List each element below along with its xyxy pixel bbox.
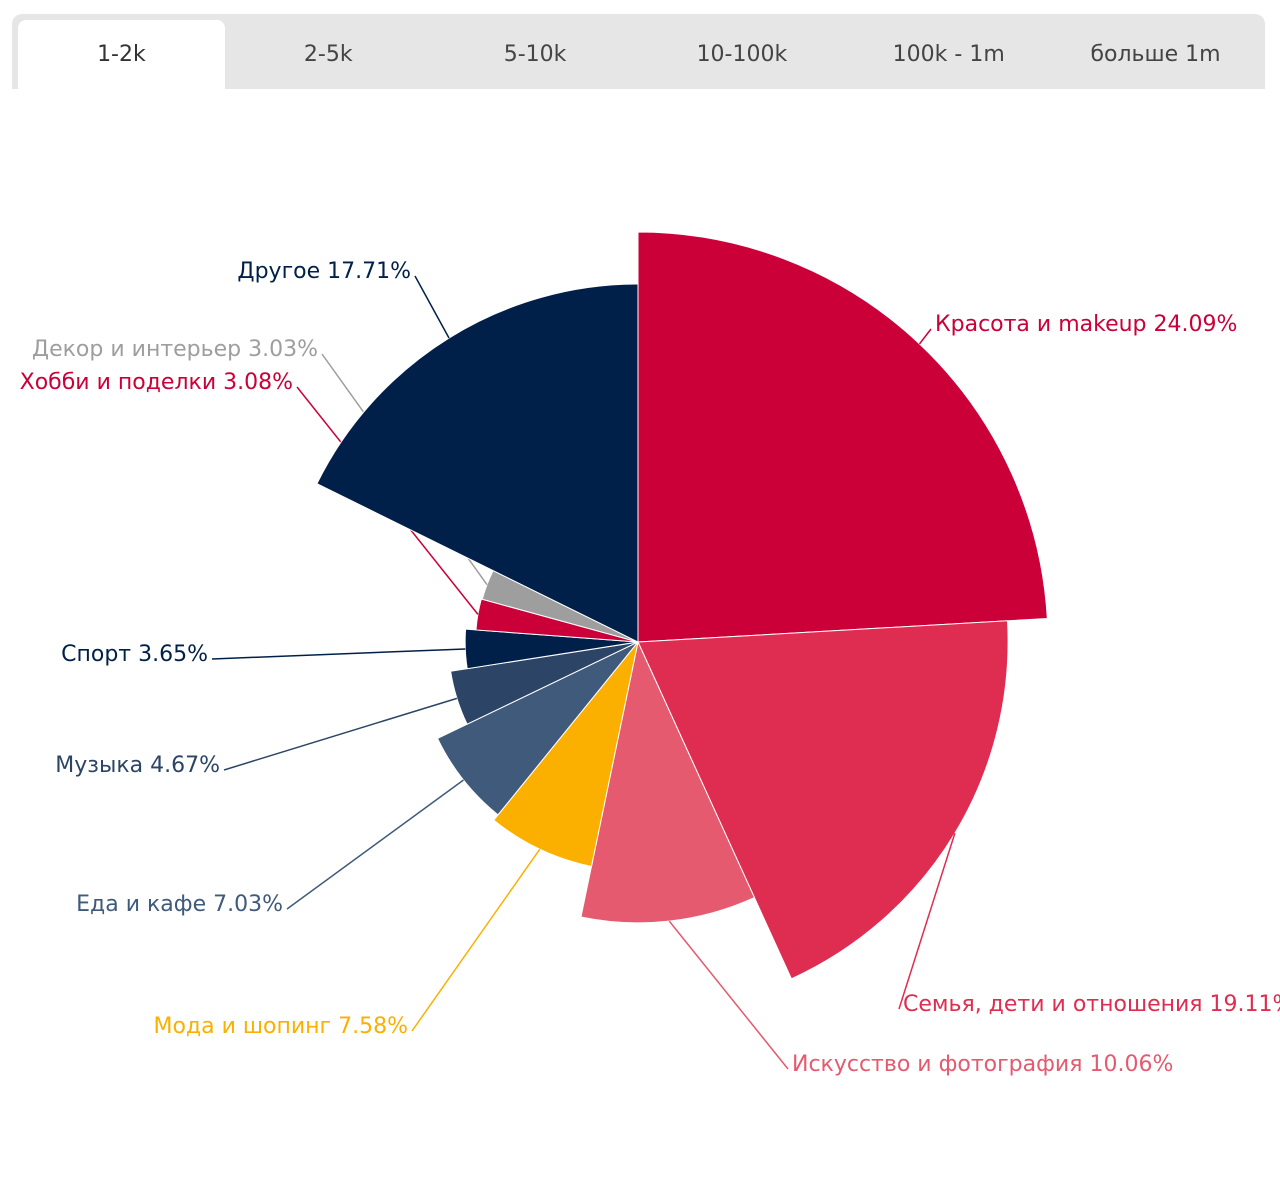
pie-slice[interactable]: [637, 231, 1048, 643]
connector-line: [211, 648, 466, 660]
slice-label: Мода и шопинг 7.58%: [153, 1014, 408, 1039]
pie-slice[interactable]: [316, 283, 639, 643]
slice-label: Декор и интерьер 3.03%: [32, 337, 318, 362]
slice-label: Еда и кафе 7.03%: [76, 892, 283, 917]
tab-100k-1m[interactable]: 100k - 1m: [892, 42, 1005, 67]
tab-2-5k[interactable]: 2-5k: [303, 42, 353, 67]
connector-line: [918, 328, 932, 345]
slice-label: Искусство и фотография 10.06%: [792, 1052, 1173, 1077]
slice-label: Спорт 3.65%: [61, 642, 208, 667]
connector-line: [414, 275, 450, 339]
pie-slice[interactable]: [450, 641, 639, 725]
connector-line: [668, 920, 789, 1070]
slice-label: Семья, дети и отношения 19.11%: [903, 992, 1280, 1017]
slice-label: Музыка 4.67%: [55, 753, 220, 778]
connector-line: [411, 848, 541, 1032]
tab-bar: 1-2k 2-5k 5-10k 10-100k 100k - 1m больше…: [12, 14, 1265, 89]
pie-slice[interactable]: [637, 620, 1009, 980]
slice-label: Другое 17.71%: [237, 259, 411, 284]
slice-label: Красота и makeup 24.09%: [935, 312, 1237, 337]
connector-line: [898, 832, 956, 1010]
connector-line: [286, 779, 464, 910]
tab-10-100k[interactable]: 10-100k: [696, 42, 788, 67]
tab-5-10k[interactable]: 5-10k: [503, 42, 567, 67]
tab-1-2k[interactable]: 1-2k: [18, 20, 225, 89]
slice-label: Хобби и поделки 3.08%: [20, 370, 293, 395]
tab-more-1m[interactable]: больше 1m: [1090, 42, 1221, 67]
pie-slice[interactable]: [436, 641, 639, 816]
connector-line: [223, 697, 458, 771]
pie-slice[interactable]: [493, 641, 639, 868]
pie-slice[interactable]: [580, 640, 756, 924]
